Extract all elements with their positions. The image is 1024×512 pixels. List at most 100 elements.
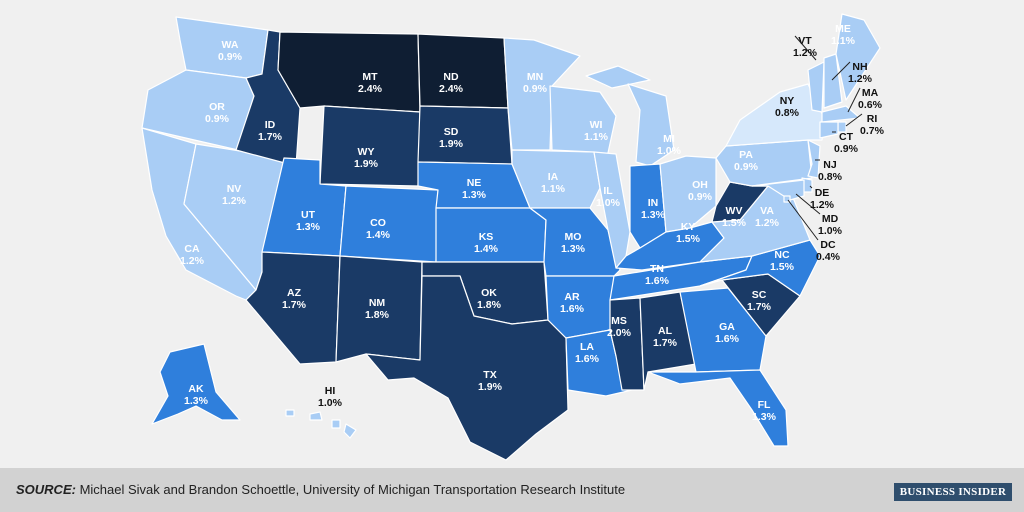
state-value-nj: 0.8% (818, 171, 843, 183)
state-value-de: 1.2% (810, 199, 835, 211)
state-value-me: 1.1% (831, 35, 856, 47)
state-ma (821, 105, 861, 123)
state-code-nd: ND (443, 71, 459, 83)
state-value-nc: 1.5% (770, 261, 795, 273)
state-hi (285, 409, 357, 439)
state-value-nv: 1.2% (222, 195, 247, 207)
state-code-fl: FL (758, 399, 771, 411)
state-code-ny: NY (780, 95, 795, 107)
state-code-nc: NC (774, 249, 790, 261)
state-value-wi: 1.1% (584, 131, 609, 143)
state-value-sc: 1.7% (747, 301, 772, 313)
state-value-oh: 0.9% (688, 191, 713, 203)
state-value-ct: 0.9% (834, 143, 859, 155)
state-value-ok: 1.8% (477, 299, 502, 311)
state-code-de: DE (815, 187, 830, 199)
state-code-sc: SC (752, 289, 767, 301)
state-value-wy: 1.9% (354, 158, 379, 170)
leader-line-vt (794, 35, 817, 61)
state-value-ca: 1.2% (180, 255, 205, 267)
state-value-al: 1.7% (653, 337, 678, 349)
state-value-mo: 1.3% (561, 243, 586, 255)
state-value-ri: 0.7% (860, 125, 885, 137)
state-value-wa: 0.9% (218, 51, 243, 63)
state-code-dc: DC (820, 239, 836, 251)
state-value-ga: 1.6% (715, 333, 740, 345)
state-code-mn: MN (527, 71, 543, 83)
state-me (835, 13, 881, 101)
state-code-ct: CT (839, 131, 854, 143)
state-code-me: ME (835, 23, 851, 35)
state-code-ga: GA (719, 321, 735, 333)
state-value-az: 1.7% (282, 299, 307, 311)
state-code-tn: TN (650, 263, 664, 275)
state-code-va: VA (760, 205, 774, 217)
state-value-va: 1.2% (755, 217, 780, 229)
state-value-ms: 2.0% (607, 327, 632, 339)
state-code-hi: HI (325, 385, 336, 397)
state-value-nd: 2.4% (439, 83, 464, 95)
us-map: WA0.9%OR0.9%CA1.2%NV1.2%ID1.7%MT2.4%WY1.… (141, 13, 885, 461)
state-value-tn: 1.6% (645, 275, 670, 287)
state-value-md: 1.0% (818, 225, 843, 237)
state-code-il: IL (603, 185, 613, 197)
state-value-ak: 1.3% (184, 395, 209, 407)
state-code-mo: MO (565, 231, 582, 243)
state-nc (699, 239, 821, 297)
state-code-pa: PA (739, 149, 753, 161)
state-code-ky: KY (681, 221, 696, 233)
leader-line-ma (847, 87, 861, 113)
business-insider-logo: BUSINESS INSIDER (894, 483, 1012, 501)
state-code-al: AL (658, 325, 673, 337)
state-code-ca: CA (184, 243, 200, 255)
state-value-ne: 1.3% (462, 189, 487, 201)
state-value-or: 0.9% (205, 113, 230, 125)
state-fl (647, 369, 789, 447)
state-code-ar: AR (564, 291, 580, 303)
leader-line-ri (845, 113, 863, 127)
state-value-ky: 1.5% (676, 233, 701, 245)
state-value-ny: 0.8% (775, 107, 800, 119)
state-code-md: MD (822, 213, 839, 225)
state-code-in: IN (648, 197, 659, 209)
state-code-mi: MI (663, 133, 675, 145)
state-value-ia: 1.1% (541, 183, 566, 195)
state-code-ak: AK (188, 383, 204, 395)
state-al (639, 291, 697, 391)
state-code-oh: OH (692, 179, 708, 191)
state-value-mt: 2.4% (358, 83, 383, 95)
state-code-co: CO (370, 217, 386, 229)
state-code-ok: OK (481, 287, 497, 299)
state-code-wi: WI (590, 119, 603, 131)
state-code-ms: MS (611, 315, 627, 327)
state-code-ma: MA (862, 87, 879, 99)
state-code-mt: MT (362, 71, 378, 83)
state-code-nh: NH (852, 61, 867, 73)
state-code-ri: RI (867, 113, 878, 125)
state-ct (819, 121, 839, 139)
state-value-ar: 1.6% (560, 303, 585, 315)
state-code-sd: SD (444, 126, 459, 138)
state-sd (417, 105, 513, 165)
state-value-la: 1.6% (575, 353, 600, 365)
source-text: Michael Sivak and Brandon Schoettle, Uni… (75, 482, 626, 497)
state-value-mi: 1.0% (657, 145, 682, 157)
state-code-az: AZ (287, 287, 302, 299)
state-value-id: 1.7% (258, 131, 283, 143)
state-code-nj: NJ (823, 159, 837, 171)
state-value-co: 1.4% (366, 229, 391, 241)
state-value-il: 1.0% (596, 197, 621, 209)
state-nh (823, 53, 843, 109)
state-value-mn: 0.9% (523, 83, 548, 95)
state-wi (549, 85, 617, 163)
state-code-ut: UT (301, 209, 316, 221)
state-nd (417, 33, 509, 109)
state-value-ut: 1.3% (296, 221, 321, 233)
state-code-nv: NV (227, 183, 242, 195)
state-value-wv: 1.5% (722, 217, 747, 229)
state-code-tx: TX (483, 369, 496, 381)
state-code-or: OR (209, 101, 225, 113)
leader-line-md (795, 193, 821, 215)
state-md (751, 179, 805, 201)
